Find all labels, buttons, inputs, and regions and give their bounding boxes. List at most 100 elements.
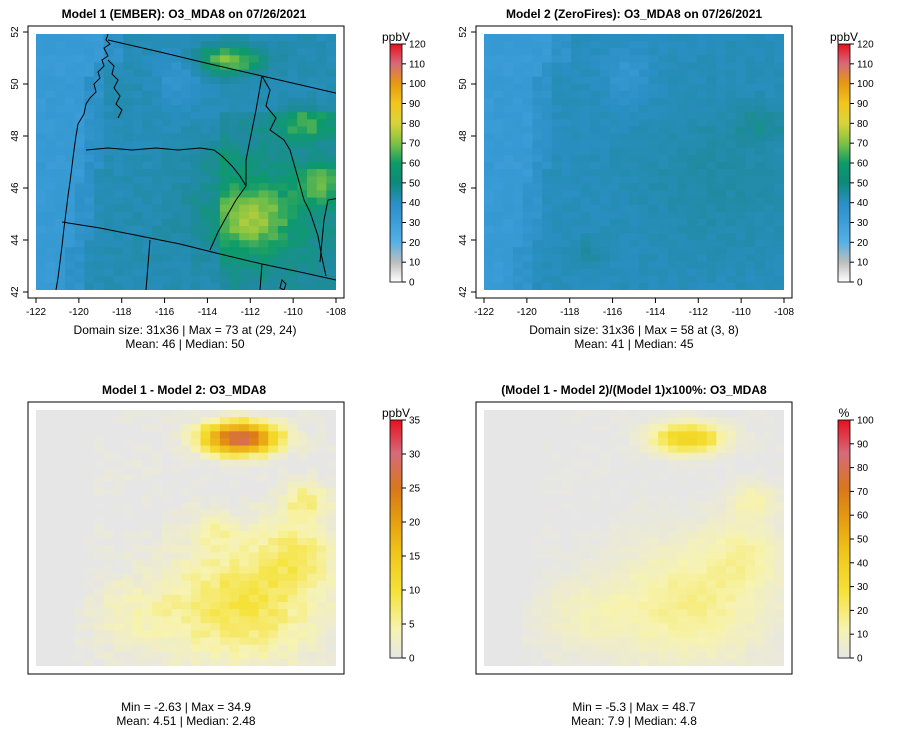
heatmap-cell	[287, 545, 298, 553]
heatmap-cell	[667, 552, 679, 560]
heatmap-cell	[326, 445, 336, 454]
heatmap-cell	[503, 410, 514, 418]
heatmap-cell	[532, 240, 543, 248]
heatmap-cell	[219, 552, 231, 560]
heatmap-cell	[638, 466, 650, 475]
heatmap-cell	[306, 452, 318, 461]
heatmap-cell	[123, 495, 134, 504]
colorbar-tick-label: 0	[409, 278, 415, 289]
heatmap-cell	[687, 637, 698, 646]
heatmap-cell	[200, 538, 211, 546]
heatmap-cell	[493, 623, 504, 632]
heatmap-cell	[658, 211, 669, 220]
heatmap-cell	[522, 481, 533, 489]
heatmap-cell	[190, 523, 202, 532]
heatmap-cell	[161, 133, 173, 142]
heatmap-cell	[326, 48, 336, 56]
heatmap-cell	[706, 630, 717, 639]
heatmap-cell	[171, 566, 182, 575]
heatmap-cell	[287, 552, 298, 560]
heatmap-cell	[268, 459, 279, 468]
heatmap-cell	[200, 154, 211, 163]
heatmap-cell	[484, 658, 495, 666]
heatmap-cell	[210, 183, 221, 192]
heatmap-cell	[113, 41, 124, 49]
x-tick-label: -120	[517, 307, 537, 318]
heatmap-cell	[36, 438, 47, 447]
heatmap-cell	[36, 459, 47, 468]
heatmap-cell	[658, 34, 669, 42]
heatmap-cell	[306, 55, 318, 64]
heatmap-cell	[103, 616, 115, 624]
heatmap-cell	[658, 282, 669, 290]
heatmap-cell	[667, 417, 679, 425]
heatmap-cell	[764, 34, 775, 42]
heatmap-cell	[774, 566, 784, 575]
heatmap-cell	[696, 154, 708, 163]
heatmap-cell	[326, 218, 336, 227]
heatmap-cell	[161, 140, 173, 149]
heatmap-cell	[696, 552, 708, 560]
heatmap-cell	[268, 83, 279, 92]
heatmap-cell	[745, 516, 756, 525]
heatmap-cell	[706, 495, 717, 504]
heatmap-cell	[287, 90, 298, 99]
heatmap-cell	[609, 573, 621, 582]
heatmap-cell	[210, 190, 221, 199]
heatmap-cell	[571, 538, 582, 546]
heatmap-cell	[113, 183, 124, 192]
heatmap-cell	[297, 90, 308, 99]
heatmap-cell	[161, 466, 173, 475]
heatmap-cell	[677, 559, 688, 568]
heatmap-cell	[735, 254, 746, 263]
heatmap-cell	[132, 41, 144, 49]
heatmap-cell	[493, 410, 504, 418]
heatmap-cell	[287, 275, 298, 284]
heatmap-cell	[667, 240, 679, 248]
heatmap-cell	[297, 119, 308, 128]
heatmap-cell	[522, 545, 533, 553]
heatmap-cell	[171, 48, 182, 56]
heatmap-cell	[774, 466, 784, 475]
heatmap-cell	[248, 41, 260, 49]
heatmap-cell	[522, 282, 533, 290]
heatmap-cell	[287, 69, 298, 78]
heatmap-cell	[687, 538, 698, 546]
colorbar-tick-label: 110	[857, 59, 873, 70]
heatmap-cell	[161, 41, 173, 49]
heatmap-cell	[687, 438, 698, 447]
heatmap-cell	[306, 226, 318, 234]
heatmap-cell	[210, 247, 221, 256]
heatmap-cell	[297, 587, 308, 596]
heatmap-cell	[551, 566, 563, 575]
heatmap-cell	[55, 133, 66, 142]
heatmap-cell	[725, 98, 737, 106]
heatmap-cell	[619, 559, 630, 568]
heatmap-cell	[754, 140, 766, 149]
heatmap-cell	[667, 580, 679, 589]
heatmap-cell	[619, 69, 630, 78]
heatmap-cell	[619, 147, 630, 156]
heatmap-cell	[677, 481, 688, 489]
heatmap-cell	[590, 410, 601, 418]
heatmap-cell	[532, 41, 543, 49]
heatmap-cell	[229, 55, 240, 64]
heatmap-cell	[619, 204, 630, 213]
colorbar-tick-label: 10	[409, 258, 421, 269]
heatmap-cell	[493, 247, 504, 256]
heatmap-cell	[687, 240, 698, 248]
heatmap-cell	[513, 502, 524, 511]
heatmap-cell	[716, 240, 727, 248]
heatmap-cell	[152, 552, 163, 560]
heatmap-cell	[735, 48, 746, 56]
heatmap-cell	[65, 502, 76, 511]
heatmap-cell	[513, 445, 524, 454]
heatmap-cell	[113, 474, 124, 482]
heatmap-cell	[65, 105, 76, 113]
heatmap-cell	[65, 516, 76, 525]
heatmap-cell	[522, 559, 533, 568]
heatmap-cell	[687, 481, 698, 489]
heatmap-cell	[774, 538, 784, 546]
heatmap-cell	[161, 424, 173, 432]
heatmap-cell	[667, 474, 679, 482]
